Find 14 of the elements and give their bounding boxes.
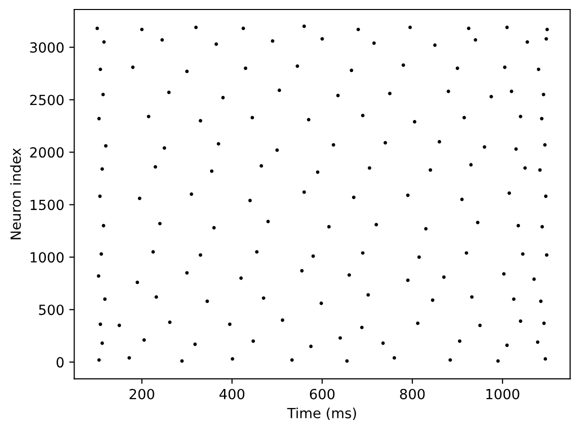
y-axis-title: Neuron index: [10, 148, 21, 240]
x-axis-title: Time (ms): [287, 408, 356, 420]
y-tick-label: 500: [39, 304, 64, 316]
x-tick-label: 1000: [486, 388, 520, 400]
y-tick-label: 3000: [30, 42, 64, 53]
x-tick-label: 800: [400, 388, 425, 400]
y-tick-label: 2500: [30, 94, 64, 106]
y-tick-label: 0: [56, 357, 64, 368]
x-tick-label: 600: [310, 388, 335, 400]
x-tick-label: 200: [130, 388, 154, 400]
y-tick-label: 2000: [30, 147, 64, 158]
y-tick-label: 1500: [30, 200, 64, 210]
y-tick-label: 1000: [30, 252, 64, 263]
x-tick-label: 400: [219, 388, 244, 400]
